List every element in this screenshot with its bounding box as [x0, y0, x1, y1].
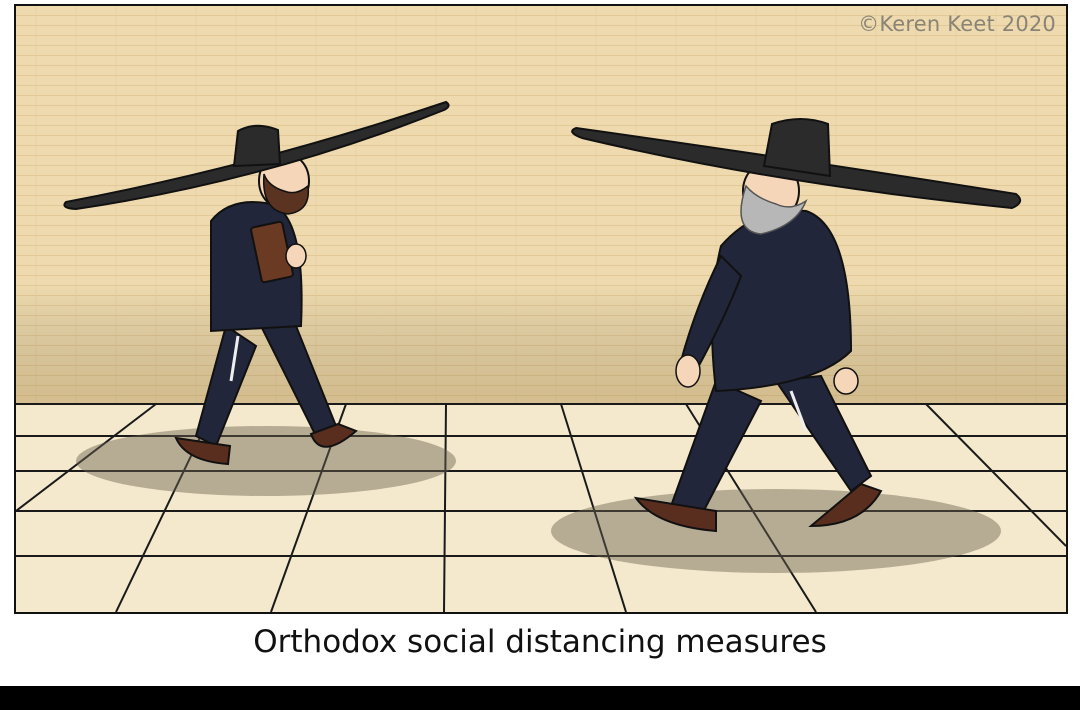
comic-caption: Orthodox social distancing measures — [253, 624, 827, 660]
copyright-text: ©Keren Keet 2020 — [858, 12, 1056, 36]
tiled-floor — [16, 403, 1066, 612]
right-figure — [571, 118, 1022, 533]
right-figure-shadow — [551, 489, 1001, 573]
left-figure-shadow — [76, 426, 456, 496]
left-figure — [63, 100, 450, 466]
bottom-bar — [0, 686, 1080, 710]
comic-illustration — [16, 6, 1066, 612]
comic-panel: ©Keren Keet 2020 — [14, 4, 1068, 614]
brick-wall — [16, 6, 1066, 404]
